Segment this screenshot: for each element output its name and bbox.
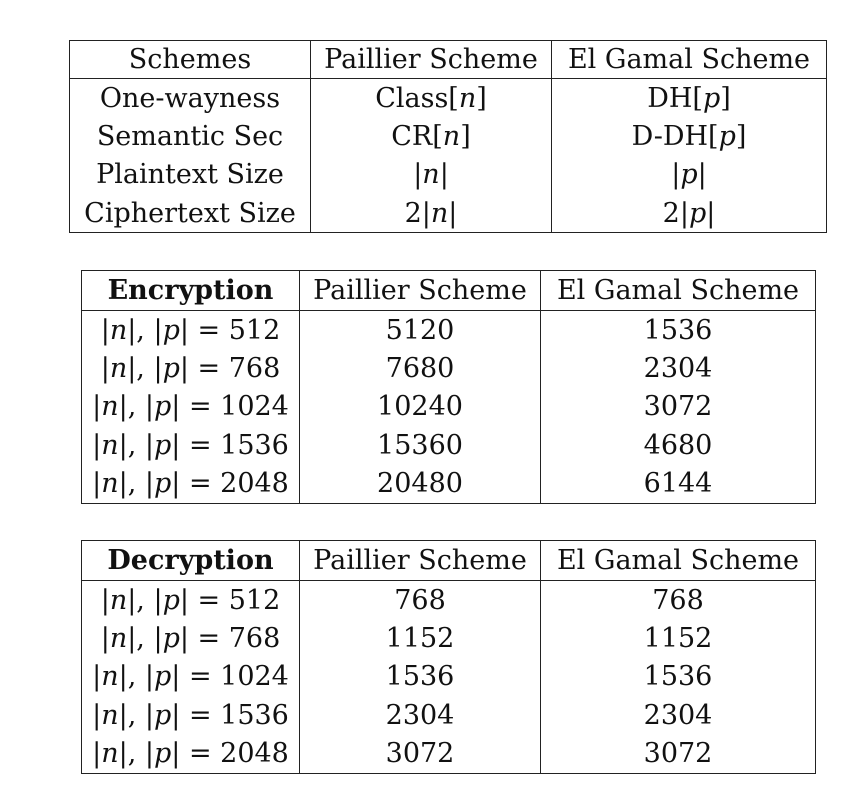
key-size-label: |n|, |p| = 1536 (81, 426, 300, 465)
row-label: Semantic Sec (69, 117, 311, 156)
table-row: Semantic Sec CR[n] D-DH[p] (69, 117, 827, 156)
paillier-cell: 2304 (299, 696, 541, 735)
table-row: |n|, |p| = 512 768 768 (81, 580, 816, 619)
paillier-cell: 2|n| (310, 194, 552, 233)
elgamal-cell: 3072 (540, 734, 816, 774)
paillier-cell: 15360 (299, 426, 541, 465)
key-size-label: |n|, |p| = 2048 (81, 464, 300, 504)
key-size-label: |n|, |p| = 1024 (81, 657, 300, 696)
row-label: Plaintext Size (69, 155, 311, 194)
header-encryption: Encryption (81, 270, 300, 311)
paillier-cell: 5120 (299, 310, 541, 349)
table-row: Plaintext Size |n| |p| (69, 155, 827, 194)
paillier-cell: |n| (310, 155, 552, 194)
paillier-cell: CR[n] (310, 117, 552, 156)
header-paillier: Paillier Scheme (299, 540, 541, 581)
elgamal-cell: 1536 (540, 310, 816, 349)
paillier-cell: 768 (299, 580, 541, 619)
table-row: |n|, |p| = 768 7680 2304 (81, 349, 816, 388)
paillier-cell: Class[n] (310, 78, 552, 117)
table-row: |n|, |p| = 1536 15360 4680 (81, 426, 816, 465)
header-paillier: Paillier Scheme (310, 40, 552, 79)
header-elgamal: El Gamal Scheme (540, 540, 816, 581)
key-size-label: |n|, |p| = 1536 (81, 696, 300, 735)
elgamal-cell: 1152 (540, 619, 816, 658)
table-row: |n|, |p| = 2048 3072 3072 (81, 734, 816, 774)
key-size-label: |n|, |p| = 512 (81, 580, 300, 619)
key-size-label: |n|, |p| = 512 (81, 310, 300, 349)
header-decryption: Decryption (81, 540, 300, 581)
elgamal-cell: DH[p] (551, 78, 827, 117)
elgamal-cell: 1536 (540, 657, 816, 696)
key-size-label: |n|, |p| = 768 (81, 619, 300, 658)
elgamal-cell: 3072 (540, 387, 816, 426)
paillier-cell: 20480 (299, 464, 541, 504)
table-row: Ciphertext Size 2|n| 2|p| (69, 194, 827, 233)
key-size-label: |n|, |p| = 2048 (81, 734, 300, 774)
header-elgamal: El Gamal Scheme (551, 40, 827, 79)
table-row: |n|, |p| = 1536 2304 2304 (81, 696, 816, 735)
elgamal-cell: 768 (540, 580, 816, 619)
key-size-label: |n|, |p| = 768 (81, 349, 300, 388)
paillier-cell: 10240 (299, 387, 541, 426)
scheme-properties-table: Schemes Paillier Scheme El Gamal Scheme … (69, 40, 827, 233)
decryption-table: Decryption Paillier Scheme El Gamal Sche… (81, 540, 816, 774)
table-header-row: Encryption Paillier Scheme El Gamal Sche… (81, 270, 816, 311)
paillier-cell: 3072 (299, 734, 541, 774)
table-header-row: Schemes Paillier Scheme El Gamal Scheme (69, 40, 827, 79)
table-row: One-wayness Class[n] DH[p] (69, 78, 827, 117)
elgamal-cell: 6144 (540, 464, 816, 504)
elgamal-cell: 2304 (540, 349, 816, 388)
key-size-label: |n|, |p| = 1024 (81, 387, 300, 426)
paillier-cell: 1152 (299, 619, 541, 658)
header-paillier: Paillier Scheme (299, 270, 541, 311)
table-row: |n|, |p| = 1024 10240 3072 (81, 387, 816, 426)
elgamal-cell: |p| (551, 155, 827, 194)
elgamal-cell: 4680 (540, 426, 816, 465)
header-elgamal: El Gamal Scheme (540, 270, 816, 311)
elgamal-cell: 2304 (540, 696, 816, 735)
paillier-cell: 1536 (299, 657, 541, 696)
table-row: |n|, |p| = 768 1152 1152 (81, 619, 816, 658)
row-label: One-wayness (69, 78, 311, 117)
elgamal-cell: D-DH[p] (551, 117, 827, 156)
encryption-table: Encryption Paillier Scheme El Gamal Sche… (81, 270, 816, 504)
row-label: Ciphertext Size (69, 194, 311, 233)
table-row: |n|, |p| = 512 5120 1536 (81, 310, 816, 349)
elgamal-cell: 2|p| (551, 194, 827, 233)
paillier-cell: 7680 (299, 349, 541, 388)
header-schemes: Schemes (69, 40, 311, 79)
table-row: |n|, |p| = 2048 20480 6144 (81, 464, 816, 504)
table-header-row: Decryption Paillier Scheme El Gamal Sche… (81, 540, 816, 581)
table-row: |n|, |p| = 1024 1536 1536 (81, 657, 816, 696)
